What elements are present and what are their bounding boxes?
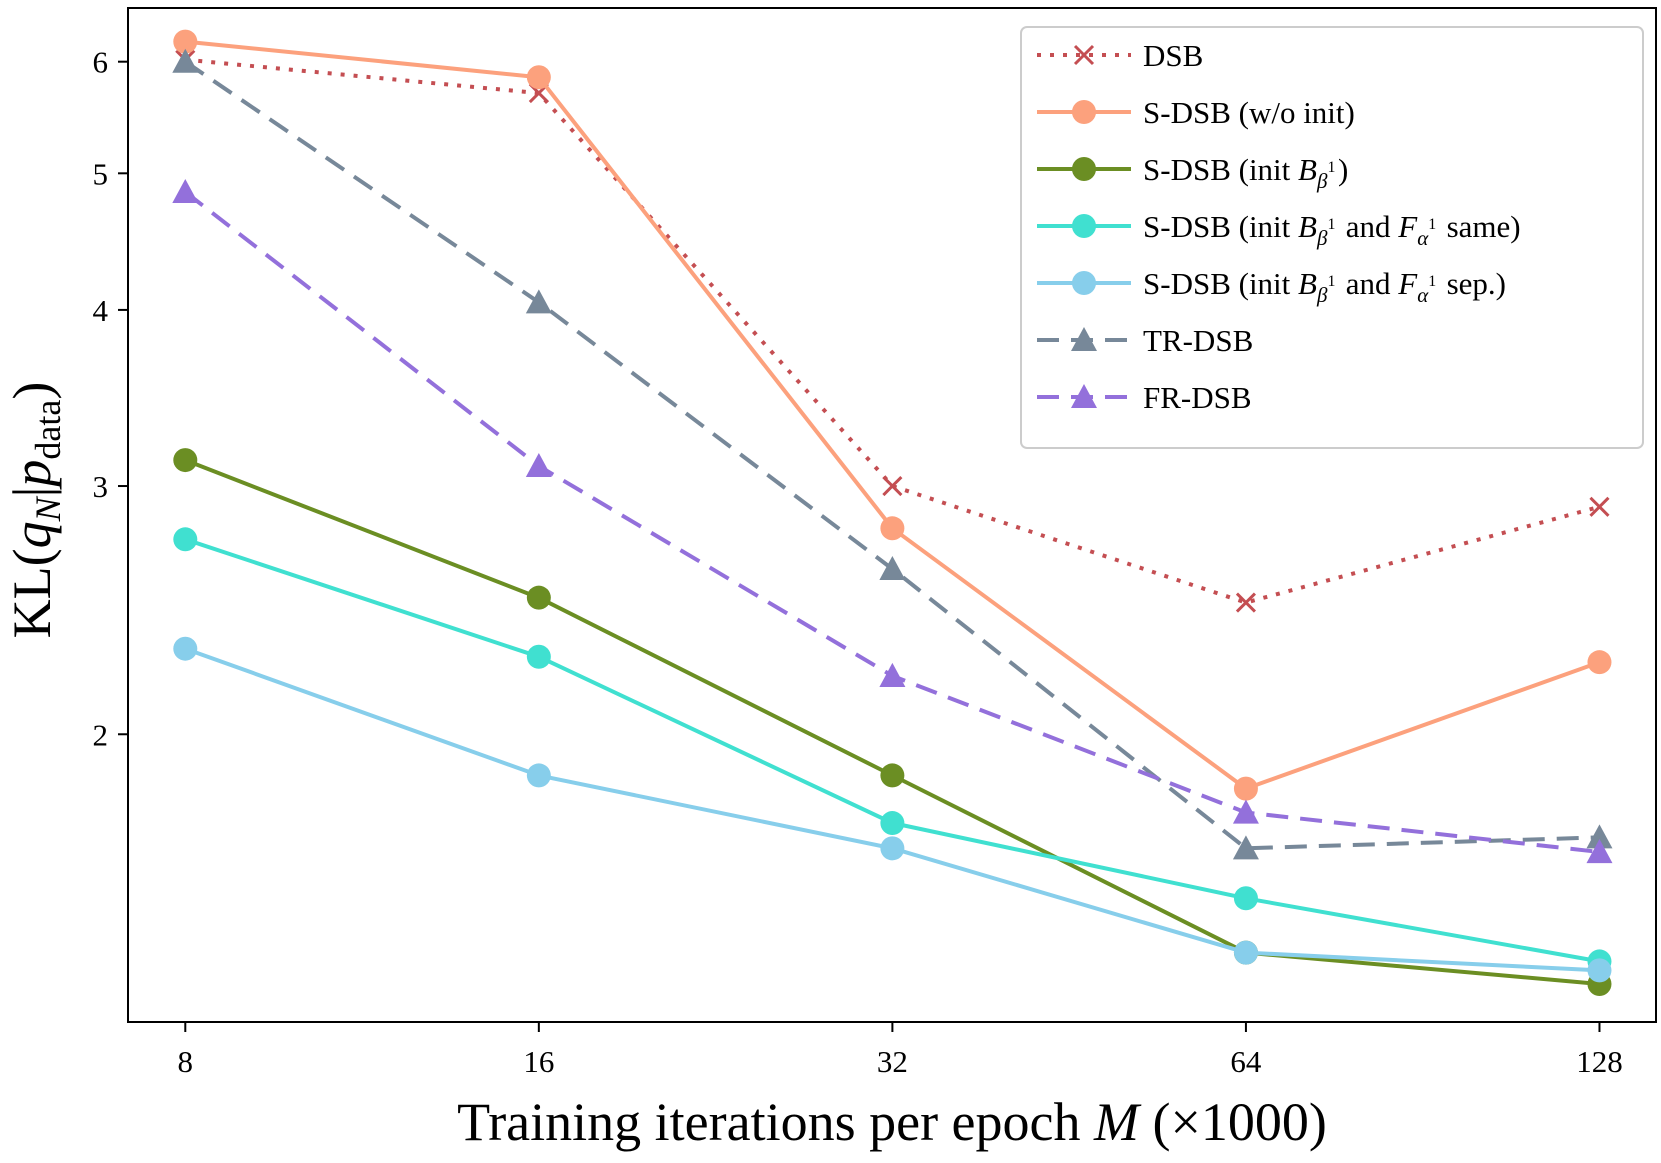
data-point-s-dsb-init-b-2 [880,763,905,788]
y-tick-label-0: 2 [93,717,109,752]
data-point-s-dsb-init-b-and-f-sep-3 [1233,940,1258,965]
data-point-dsb-4-stroke-b [1589,496,1610,517]
data-point-fr-dsb-0 [172,178,199,204]
y-tick-label-1: 3 [93,469,109,504]
legend-label-s-dsb-init-b-and-f-same: S-DSB (init Bβ1 and Fα1 same) [1143,209,1521,250]
data-point-s-dsb-init-b-1 [526,585,551,610]
legend-frame [1020,26,1644,449]
data-point-s-dsb-init-b-0 [173,448,198,473]
legend-label-s-dsb-init-b-and-f-sep: S-DSB (init Bβ1 and Fα1 sep.) [1143,266,1506,307]
legend-marker-tr-dsb [1071,327,1097,352]
legend-label-tr-dsb: TR-DSB [1143,323,1253,358]
data-point-s-dsb-w-o-init-3 [1233,776,1258,801]
plot-area [172,29,1613,997]
data-point-s-dsb-init-b-and-f-sep-4 [1587,958,1612,983]
data-point-s-dsb-init-b-and-f-sep-2 [880,836,905,861]
legend-marker-s-dsb-init-b-and-f-same [1072,214,1096,238]
axis-ticks: 8 16 32 64 128 2 3 4 5 6 [93,45,1623,1079]
data-point-s-dsb-init-b-and-f-same-3 [1233,886,1258,911]
data-point-dsb-2 [882,475,903,497]
data-point-dsb-4 [1589,496,1610,517]
data-point-tr-dsb-1 [525,289,552,314]
data-point-fr-dsb-3 [1232,799,1259,824]
series-line-s-dsb-init-b-and-f-same [184,537,1600,964]
x-axis-label: Training iterations per epoch M (×1000) [457,1092,1327,1152]
data-point-s-dsb-init-b-and-f-sep-1 [526,763,551,788]
data-point-tr-dsb-3 [1232,835,1259,860]
data-point-s-dsb-w-o-init-1 [526,65,551,90]
data-point-dsb-3-stroke-b [1235,592,1256,613]
y-tick-label-2: 4 [93,293,109,328]
data-point-s-dsb-w-o-init-0 [173,29,198,54]
data-point-dsb-2-stroke-b [882,475,903,497]
x-tick-label-2: 32 [877,1044,908,1079]
data-point-s-dsb-w-o-init-2 [880,516,905,541]
x-tick-label-1: 16 [523,1044,554,1079]
data-point-s-dsb-init-b-and-f-same-1 [526,644,551,669]
legend-marker-fr-dsb [1071,384,1097,409]
data-point-tr-dsb-0 [172,48,199,73]
data-point-s-dsb-init-b-and-f-sep-0 [173,636,198,661]
data-point-tr-dsb-2 [879,555,906,581]
legend-marker-s-dsb-init-b-and-f-sep [1072,271,1096,295]
x-tick-label-4: 128 [1576,1044,1623,1079]
legend: DSB S-DSB (w/o init) S-DSB (init Bβ1 ) S-DS… [1020,26,1644,449]
legend-marker-s-dsb-w-o-init [1072,100,1096,124]
data-point-fr-dsb-4 [1586,839,1613,864]
data-point-tr-dsb-4 [1586,824,1613,849]
data-point-fr-dsb-2 [879,662,906,687]
legend-label-s-dsb-init-b: S-DSB (init Bβ1 ) [1143,152,1348,193]
data-point-fr-dsb-1 [525,452,552,478]
data-point-s-dsb-init-b-and-f-same-0 [173,527,198,552]
series-line-dsb [185,57,1601,605]
legend-marker-s-dsb-init-b [1072,157,1096,181]
y-tick-label-3: 5 [93,156,109,191]
data-point-dsb-3 [1235,592,1256,613]
legend-marker-dsb-stroke-b [1073,44,1095,66]
legend-marker-dsb [1073,44,1095,66]
y-axis-label: KL(qN|pdata) [2,382,68,639]
data-point-s-dsb-init-b-and-f-same-2 [880,811,905,836]
legend-label-dsb: DSB [1143,38,1203,73]
y-tick-label-4: 6 [93,45,109,80]
x-tick-label-3: 64 [1230,1044,1262,1079]
x-tick-label-0: 8 [178,1044,194,1079]
legend-label-fr-dsb: FR-DSB [1143,380,1252,415]
data-point-s-dsb-w-o-init-4 [1587,650,1612,675]
legend-label-s-dsb-w-o-init: S-DSB (w/o init) [1143,95,1355,130]
